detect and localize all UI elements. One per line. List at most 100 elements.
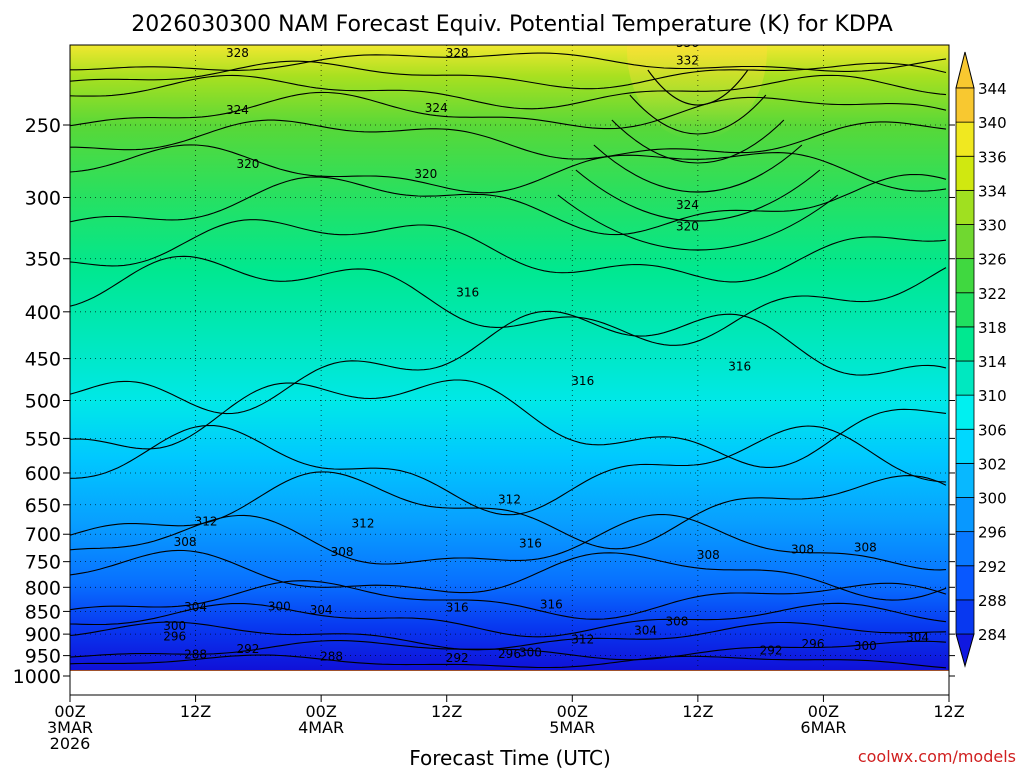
y-tick-label: 350 (25, 249, 61, 271)
contour-label: 328 (226, 46, 249, 60)
plot-frame (69, 44, 950, 696)
contour-label: 320 (676, 220, 699, 234)
x-tick-label: 00Z (557, 702, 588, 721)
colorbar-swatch (955, 87, 975, 123)
contour-line (70, 173, 947, 236)
colorbar-swatch (955, 258, 975, 294)
colorbar-swatch (955, 531, 975, 567)
x-tick-label: 5MAR (549, 718, 595, 737)
x-tick-label: 00Z (305, 702, 336, 721)
contour-lines (70, 52, 947, 669)
x-tick-label: 00Z (808, 702, 839, 721)
colorbar-label: 322 (978, 285, 1007, 303)
x-tick-label: 3MAR (47, 718, 93, 737)
colorbar-label: 292 (978, 558, 1007, 576)
contour-labels: 328 328 336 332 324 324 324 320 320 320 316 316 316 3… (163, 45, 929, 665)
contour-label: 308 (854, 541, 877, 555)
contour-label: 324 (425, 101, 448, 115)
contour-line (70, 60, 947, 90)
contour-label: 304 (906, 630, 929, 644)
contour-label: 308 (697, 548, 720, 562)
contour-line (70, 580, 947, 620)
contour-label: 304 (184, 600, 207, 614)
contour-label: 324 (226, 103, 249, 117)
contour-line (70, 91, 947, 130)
y-tick-label: 1000 (13, 666, 61, 688)
colorbar-swatch (955, 360, 975, 396)
y-tick-label: 300 (25, 187, 61, 209)
contour-label: 296 (163, 629, 186, 643)
contour-line (70, 119, 947, 160)
y-tick-label: 400 (25, 302, 61, 324)
x-tick-label: 6MAR (800, 718, 846, 737)
contour-label: 296 (498, 647, 521, 661)
surface-ground (70, 669, 949, 671)
colorbar: 284 288 292 296 300 302 306 310 314 318 322 326 330 3… (955, 51, 1007, 668)
contour-label: 292 (760, 643, 783, 657)
colorbar-label: 288 (978, 592, 1007, 610)
colorbar-swatch (955, 497, 975, 533)
y-tick-label: 850 (25, 601, 61, 623)
colorbar-swatch (955, 326, 975, 362)
contour-label: 316 (728, 360, 751, 374)
y-tick-label: 700 (25, 524, 61, 546)
contour-label: 328 (446, 46, 469, 60)
colorbar-swatch (955, 155, 975, 191)
contour-line (70, 621, 947, 651)
contour-line (70, 602, 947, 638)
contour-line (557, 194, 839, 251)
contour-label: 316 (456, 285, 479, 299)
colorbar-top-arrow (955, 51, 975, 89)
contour-label: 296 (802, 637, 825, 651)
colorbar-label: 330 (978, 217, 1007, 235)
colorbar-label: 318 (978, 319, 1007, 337)
contour-label: 308 (791, 543, 814, 557)
contour-label: 316 (571, 374, 594, 388)
colorbar-label: 340 (978, 114, 1007, 132)
colorbar-label: 310 (978, 387, 1007, 405)
colorbar-label: 302 (978, 455, 1007, 473)
contour-label: 300 (854, 639, 877, 653)
contour-label: 312 (571, 633, 594, 647)
contour-line (611, 119, 785, 164)
contour-line (647, 69, 749, 106)
contour-line (629, 94, 767, 135)
contour-label: 312 (498, 493, 521, 507)
contour-line (70, 74, 947, 110)
contour-label: 300 (163, 619, 186, 633)
theta-e-maximum-aloft (627, 45, 767, 140)
contour-line (70, 654, 947, 669)
contour-line (70, 471, 947, 550)
colorbar-swatch (955, 428, 975, 464)
colorbar-bottom-arrow (955, 633, 975, 668)
contour-label: 292 (446, 651, 469, 665)
contour-label: 308 (665, 615, 688, 629)
contour-line (70, 379, 947, 468)
contour-label: 316 (540, 597, 563, 611)
contour-label: 320 (236, 157, 259, 171)
contour-line (70, 310, 947, 415)
watermark: coolwx.com/models (858, 747, 1016, 766)
contour-label: 308 (174, 535, 197, 549)
colorbar-swatch (955, 121, 975, 157)
x-tick-label: 12Z (933, 702, 964, 721)
y-tick-label: 500 (25, 391, 61, 413)
contour-label: 288 (184, 648, 207, 662)
contour-line (70, 549, 947, 601)
chart-title: 2026030300 NAM Forecast Equiv. Potential… (131, 12, 893, 37)
colorbar-swatch (955, 292, 975, 328)
contour-label: 312 (195, 514, 218, 528)
y-tick-label: 750 (25, 552, 61, 574)
contour-label: 316 (446, 601, 469, 615)
colorbar-label: 314 (978, 353, 1007, 371)
x-tick-label: 2026 (50, 734, 91, 753)
x-tick-label: 12Z (431, 702, 462, 721)
contour-label: 316 (519, 537, 542, 551)
contour-line (70, 144, 947, 194)
y-tick-label: 600 (25, 463, 61, 485)
colorbar-label: 284 (978, 626, 1007, 644)
colorbar-swatch (955, 462, 975, 498)
colorbar-swatch (955, 394, 975, 430)
y-tick-label: 450 (25, 349, 61, 371)
contour-label: 304 (310, 603, 333, 617)
